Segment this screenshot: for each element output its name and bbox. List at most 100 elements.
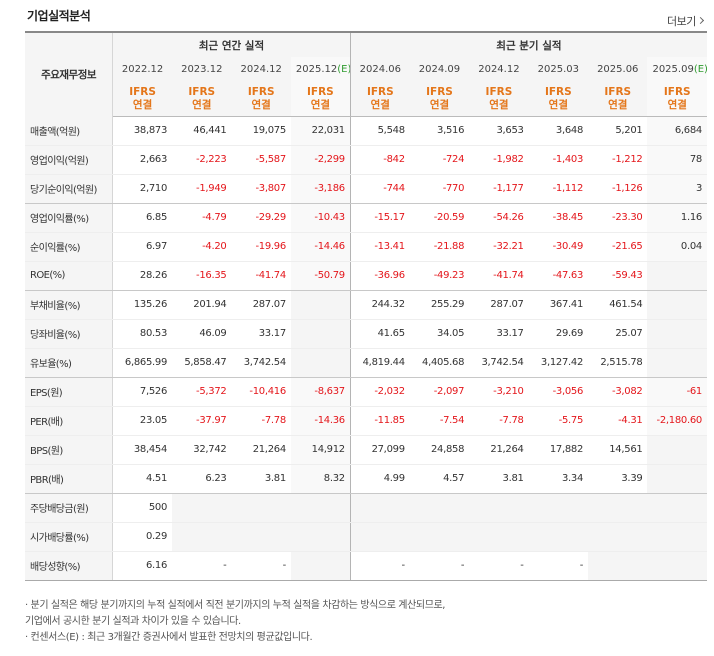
table-cell	[290, 493, 351, 523]
table-cell: 3,653	[469, 116, 529, 146]
table-cell: -2,223	[172, 145, 232, 175]
consolidated-label: 연결	[548, 98, 568, 111]
table-cell: -5,372	[172, 377, 232, 407]
table-cell: 255.29	[409, 290, 470, 320]
row-label: 당좌비율(%)	[25, 319, 114, 349]
table-cell: -16.35	[172, 261, 232, 291]
ifrs-label: IFRS	[307, 85, 334, 98]
table-cell: -54.26	[469, 203, 529, 233]
period-header: 2024.12	[231, 57, 291, 82]
consolidated-label: 연결	[132, 98, 153, 111]
table-cell: 8.32	[290, 464, 351, 494]
table-cell: -1,212	[588, 145, 648, 175]
table-cell: -724	[409, 145, 470, 175]
table-cell: -5.75	[528, 406, 589, 436]
ifrs-label: IFRS	[544, 85, 572, 98]
table-cell: -21.88	[409, 232, 470, 262]
chevron-right-icon	[696, 16, 704, 25]
table-cell: -20.59	[409, 203, 470, 233]
period-label: 2025.06	[597, 64, 639, 75]
table-cell	[647, 522, 707, 552]
consolidated-label: 연결	[489, 98, 509, 111]
table-cell: -10.43	[290, 203, 351, 233]
table-cell: 2,663	[112, 145, 173, 175]
table-cell: 3,127.42	[528, 348, 589, 378]
table-cell	[588, 493, 648, 523]
table-cell: -	[349, 551, 410, 581]
table-cell	[647, 348, 707, 378]
table-cell	[647, 435, 707, 465]
ifrs-label: IFRS	[663, 85, 691, 98]
table-cell: 6,865.99	[112, 348, 173, 378]
table-cell: 7,526	[112, 377, 173, 407]
table-cell	[290, 319, 351, 349]
table-cell: 4,405.68	[409, 348, 470, 378]
table-cell: 32,742	[172, 435, 232, 465]
table-cell: 38,873	[112, 116, 173, 146]
table-cell: 38,454	[112, 435, 173, 465]
ifrs-label: IFRS	[366, 85, 394, 98]
table-cell	[290, 290, 351, 320]
period-header: 2025.06	[588, 57, 648, 82]
table-cell	[647, 551, 707, 581]
table-cell: -23.30	[588, 203, 648, 233]
table-cell: 1.16	[647, 203, 707, 233]
accounting-standard: IFRS 연결	[231, 82, 291, 117]
period-label: 2022.12	[121, 64, 164, 75]
row-label: 영업이익(억원)	[25, 145, 114, 175]
table-cell: 5,858.47	[172, 348, 232, 378]
consolidated-label: 연결	[310, 98, 331, 111]
table-cell: 6.23	[172, 464, 232, 494]
row-label: 순이익률(%)	[25, 232, 114, 262]
table-cell: 500	[112, 493, 173, 523]
table-cell: 3,742.54	[469, 348, 529, 378]
table-cell: -1,949	[172, 174, 232, 204]
table-cell: 244.32	[349, 290, 410, 320]
table-cell: 19,075	[231, 116, 291, 146]
consolidated-label: 연결	[608, 98, 628, 111]
table-cell: -32.21	[469, 232, 529, 262]
ifrs-label: IFRS	[604, 85, 632, 98]
ifrs-label: IFRS	[188, 85, 216, 98]
table-cell: -842	[349, 145, 410, 175]
table-cell: -2,032	[349, 377, 410, 407]
estimate-mark: (E)	[337, 64, 351, 75]
table-cell: -13.41	[349, 232, 410, 262]
table-cell	[588, 522, 648, 552]
table-cell: -744	[349, 174, 410, 204]
table-cell: 14,912	[290, 435, 351, 465]
table-cell: -3,056	[528, 377, 589, 407]
table-cell: 287.07	[231, 290, 291, 320]
ifrs-label: IFRS	[129, 85, 156, 98]
table-row: 시가배당률(%) 0.29	[25, 522, 707, 552]
table-row: ROE(%) 28.26 -16.35 -41.74 -50.79 -36.96 -49.2…	[25, 261, 707, 291]
table-cell	[647, 319, 707, 349]
accounting-standard: IFRS 연결	[290, 82, 351, 117]
table-row: 순이익률(%) 6.97 -4.20 -19.96 -14.46 -13.41 -21.88…	[25, 232, 707, 262]
accounting-standard: IFRS 연결	[172, 82, 232, 117]
table-cell: 25.07	[588, 319, 648, 349]
table-cell	[588, 551, 648, 581]
table-cell: -7.78	[469, 406, 529, 436]
table-cell: 3.81	[231, 464, 291, 494]
period-label: 2025.12	[295, 64, 338, 75]
table-cell	[469, 493, 529, 523]
table-cell: -	[172, 551, 232, 581]
table-row: PER(배) 23.05 -37.97 -7.78 -14.36 -11.85 -7.54-…	[25, 406, 707, 436]
row-header-label: 주요재무정보	[25, 32, 114, 116]
period-label: 2025.09	[652, 64, 694, 75]
table-cell: 46.09	[172, 319, 232, 349]
more-link[interactable]: 더보기	[667, 13, 704, 29]
table-cell	[290, 551, 351, 581]
table-cell	[647, 493, 707, 523]
table-cell: -4.79	[172, 203, 232, 233]
table-cell: 3	[647, 174, 707, 204]
table-cell: -30.49	[528, 232, 589, 262]
table-row: BPS(원) 38,454 32,742 21,264 14,912 27,099 24,8…	[25, 435, 707, 465]
table-cell: -7.78	[231, 406, 291, 436]
table-cell: -29.29	[231, 203, 291, 233]
table-cell	[647, 464, 707, 494]
row-label: 영업이익률(%)	[25, 203, 114, 233]
accounting-standard: IFRS 연결	[528, 82, 589, 117]
row-label: 당기순이익(억원)	[25, 174, 114, 204]
